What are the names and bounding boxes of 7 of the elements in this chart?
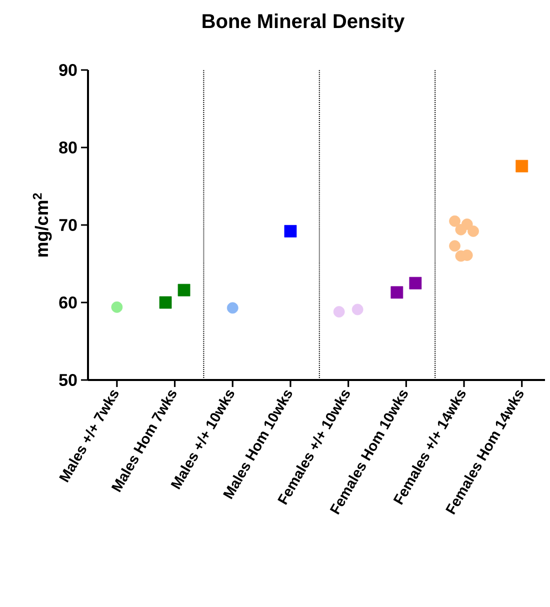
y-tick-label: 60 <box>59 296 77 309</box>
y-tick-label: 50 <box>59 374 77 386</box>
y-tick-label: 90 <box>59 64 77 76</box>
y-axis-title: mg/cm$^{2}$ <box>32 193 52 257</box>
y-tick-label: 80 <box>59 141 77 154</box>
chart-title: Bone Mineral Density <box>202 14 405 32</box>
y-tick-label: 70 <box>59 218 77 232</box>
